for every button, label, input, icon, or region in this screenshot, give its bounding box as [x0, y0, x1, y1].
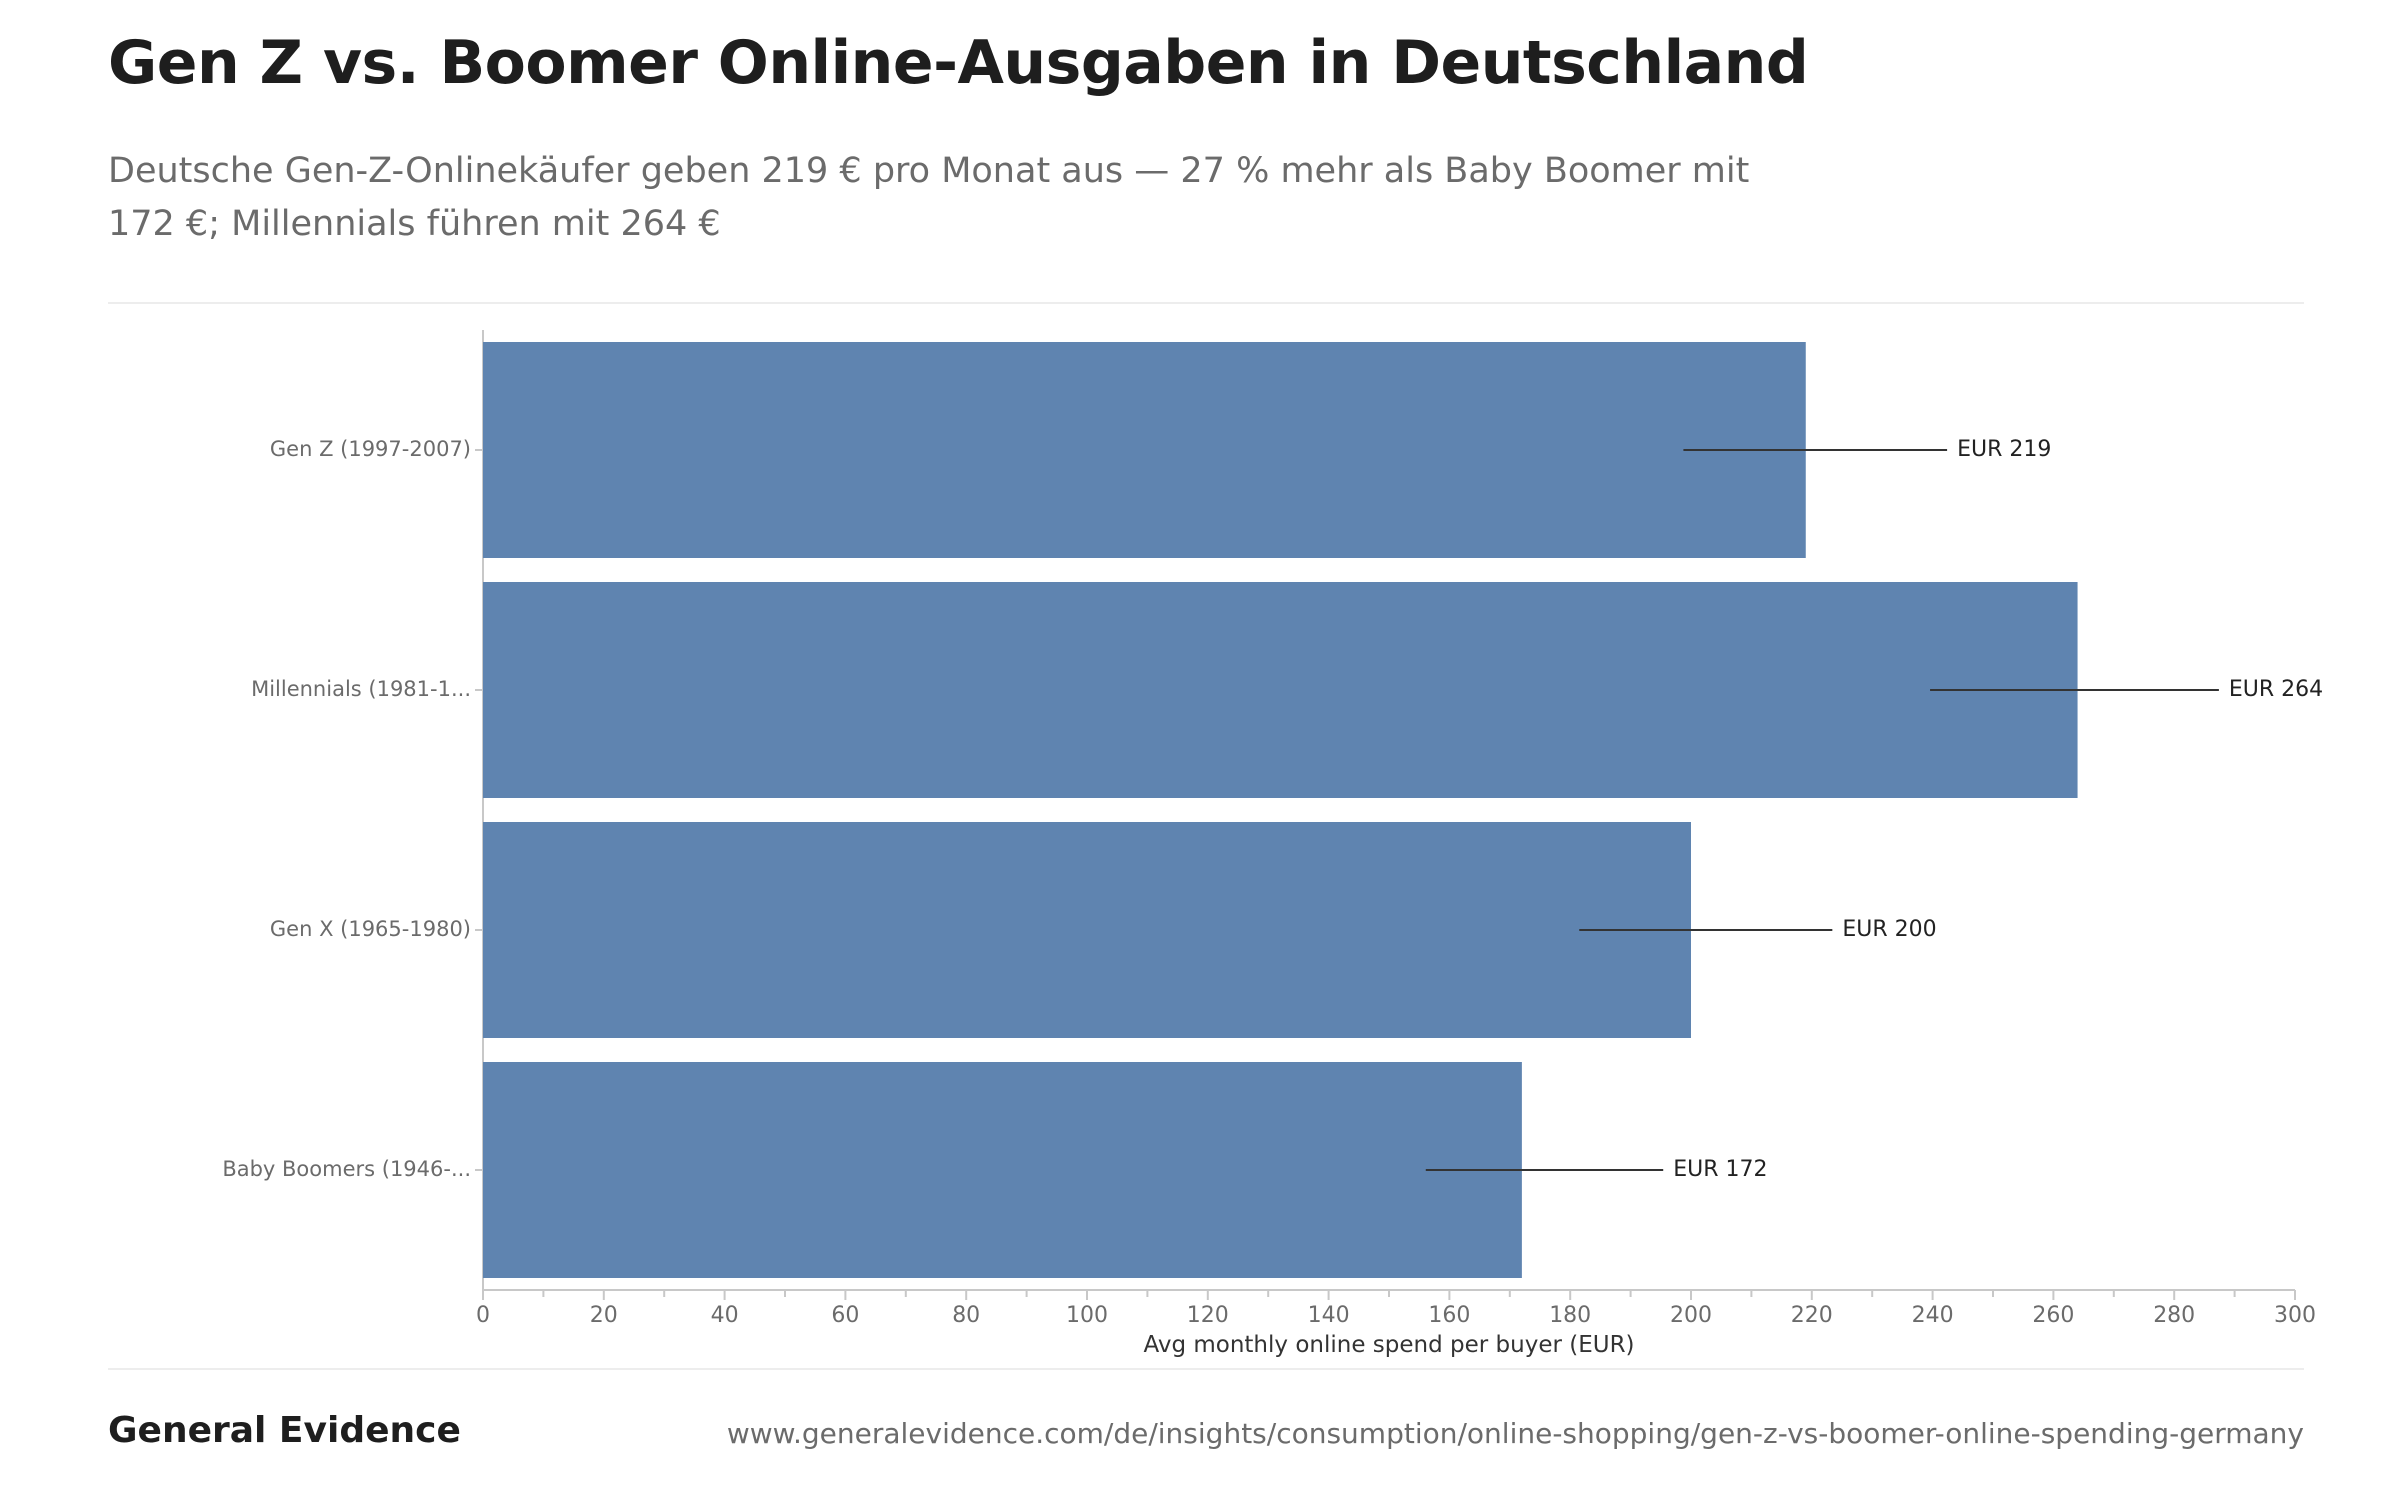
- x-tick-label: 160: [1428, 1303, 1470, 1328]
- bar-chart: Gen Z (1997-2007) EUR 219 Millennials (198…: [222, 330, 2323, 1358]
- x-tick-label: 120: [1187, 1303, 1229, 1328]
- source-url[interactable]: www.generalevidence.com/de/insights/cons…: [726, 1417, 2304, 1450]
- bar: [483, 1062, 1522, 1278]
- x-tick-label: 80: [952, 1303, 980, 1328]
- x-tick-label: 140: [1308, 1303, 1350, 1328]
- bar: [483, 342, 1806, 558]
- brand-name: General Evidence: [108, 1410, 461, 1451]
- x-tick-label: 200: [1670, 1303, 1712, 1328]
- x-tick-label: 300: [2274, 1303, 2316, 1328]
- x-tick-label: 280: [2153, 1303, 2195, 1328]
- category-label: Baby Boomers (1946-...: [222, 1157, 471, 1181]
- x-tick-label: 240: [1912, 1303, 1954, 1328]
- x-tick-label: 0: [476, 1303, 490, 1328]
- category-label: Gen X (1965-1980): [270, 917, 471, 941]
- footer-divider: [108, 1368, 2304, 1370]
- x-tick-label: 20: [590, 1303, 618, 1328]
- x-tick-label: 40: [711, 1303, 739, 1328]
- x-tick-label: 180: [1549, 1303, 1591, 1328]
- data-label: EUR 172: [1673, 1157, 1767, 1182]
- x-tick-label: 260: [2032, 1303, 2074, 1328]
- header-divider: [108, 302, 2304, 304]
- data-label: EUR 200: [1842, 917, 1936, 942]
- x-tick-label: 100: [1066, 1303, 1108, 1328]
- bar: [483, 822, 1691, 1038]
- category-label: Gen Z (1997-2007): [270, 437, 471, 461]
- data-label: EUR 264: [2229, 677, 2323, 702]
- bar: [483, 582, 2078, 798]
- chart-title: Gen Z vs. Boomer Online-Ausgaben in Deut…: [108, 28, 1809, 98]
- x-tick-label: 60: [831, 1303, 859, 1328]
- x-axis-title: Avg monthly online spend per buyer (EUR): [1143, 1332, 1634, 1358]
- chart-subtitle: Deutsche Gen-Z-Onlinekäufer geben 219 € …: [108, 151, 1750, 244]
- category-label: Millennials (1981-1...: [251, 677, 471, 701]
- data-label: EUR 219: [1957, 437, 2051, 462]
- x-tick-label: 220: [1791, 1303, 1833, 1328]
